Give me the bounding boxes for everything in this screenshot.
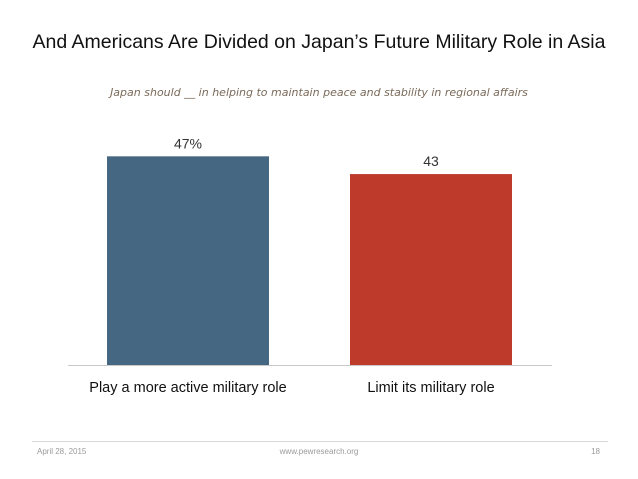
- bar-value-label-1: 43: [423, 153, 439, 169]
- category-label-0: Play a more active military role: [89, 380, 286, 396]
- footer-url: www.pewresearch.org: [279, 447, 359, 456]
- chart-subtitle: Japan should __ in helping to maintain p…: [110, 86, 528, 99]
- footer-divider: [32, 441, 608, 442]
- footer-page-number: 18: [591, 447, 600, 456]
- footer-date: April 28, 2015: [37, 447, 87, 456]
- bar-value-label-0: 47%: [174, 135, 202, 151]
- bar-1: [350, 174, 512, 365]
- chart-title: And Americans Are Divided on Japan’s Fut…: [32, 31, 606, 53]
- bar-0: [107, 156, 269, 365]
- category-label-1: Limit its military role: [367, 380, 494, 396]
